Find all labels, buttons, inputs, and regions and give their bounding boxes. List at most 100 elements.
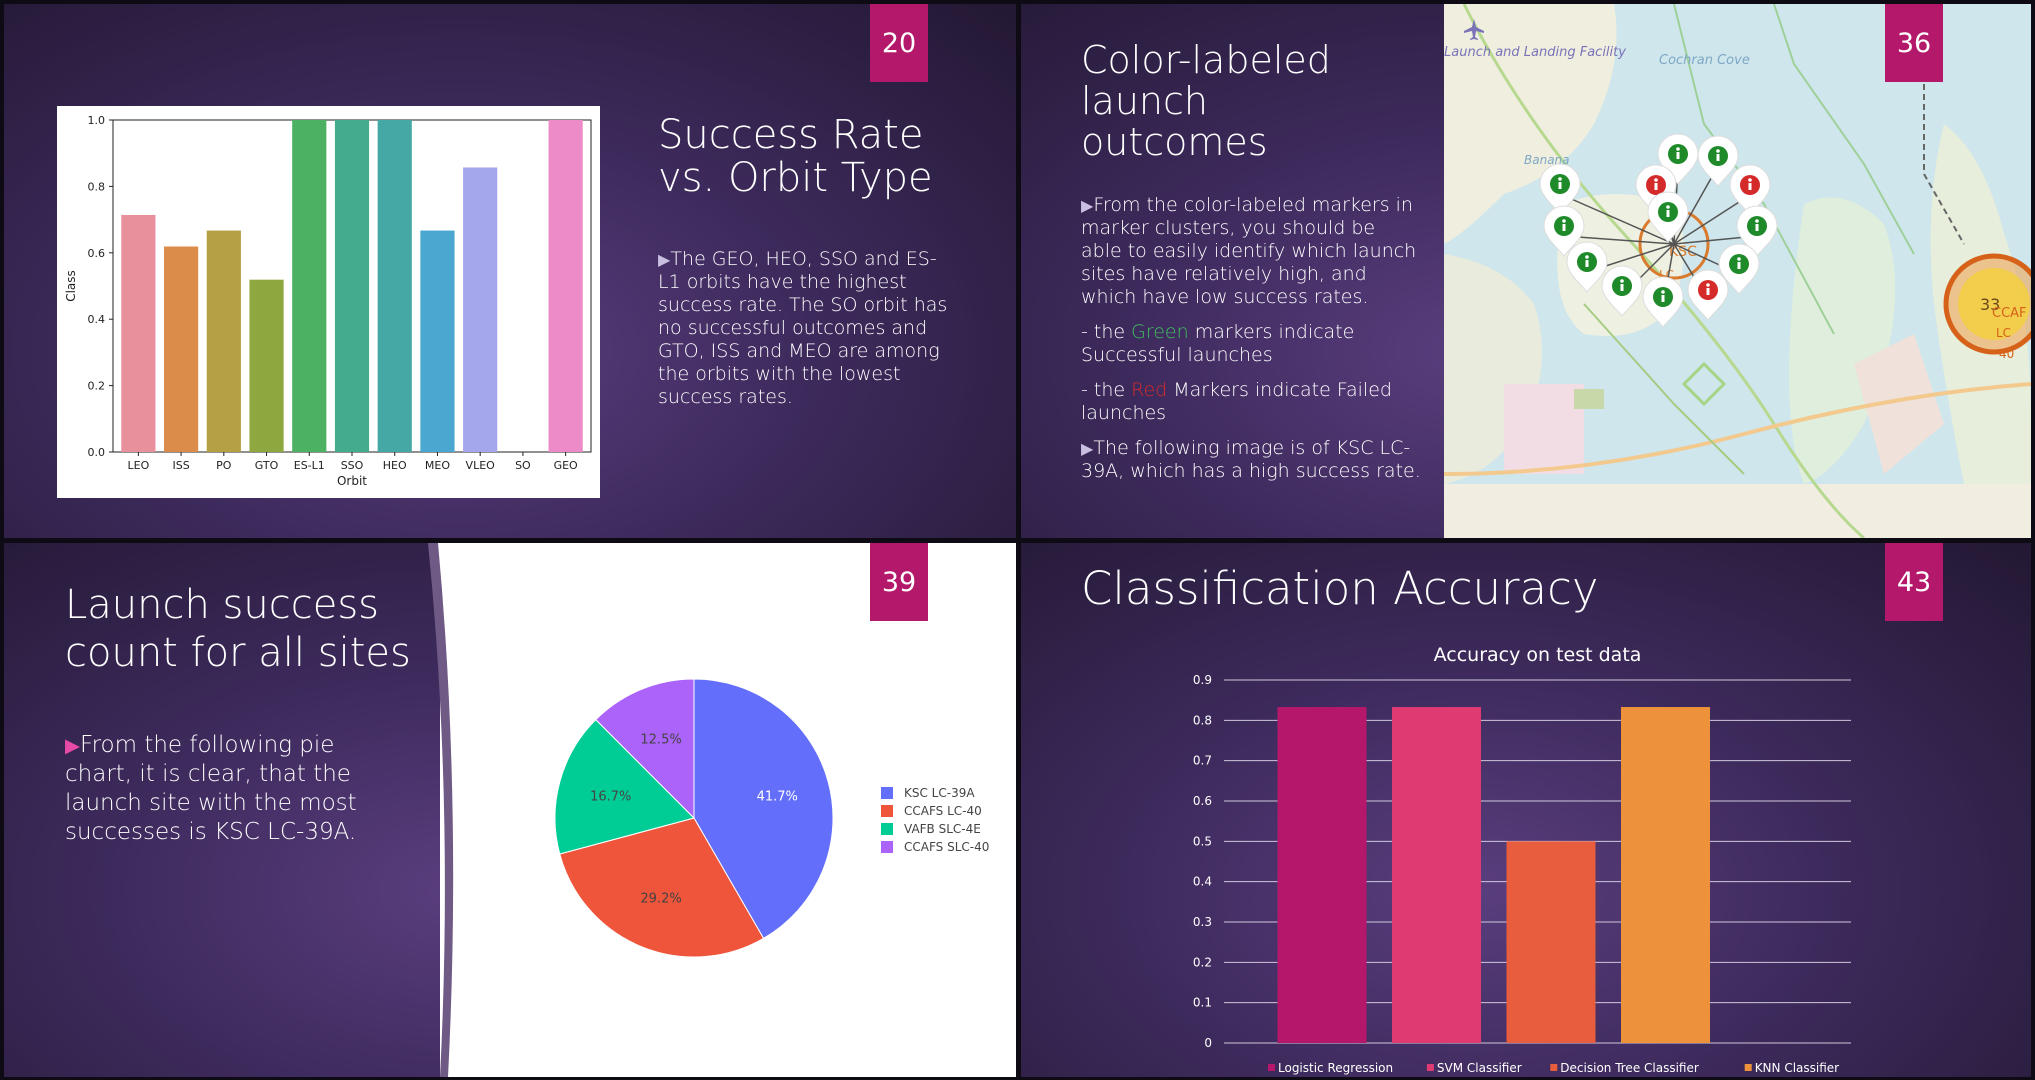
pie-slice-ccafs-slc-40[interactable] (595, 678, 695, 820)
map-label-facility: Launch and Landing Facility (1444, 45, 1626, 60)
x-tick-label: LEO (127, 459, 149, 472)
x-tick-label: ES-L1 (294, 459, 325, 472)
y-tick-label: 0.2 (1193, 955, 1212, 969)
x-axis-label: Orbit (337, 474, 367, 488)
success-marker-icon[interactable] (1543, 205, 1585, 257)
slide-39[interactable]: Launch success count for all sites ▶From… (4, 543, 1016, 1077)
slide-title: Classification Accuracy (1081, 562, 1599, 615)
title-line: launch (1081, 79, 1208, 123)
y-tick-label: 0.4 (1193, 875, 1212, 889)
bar-geo (548, 120, 583, 452)
legend-label: Decision Tree Classifier (1560, 1061, 1699, 1075)
legend-label: KSC LC-39A (904, 786, 975, 800)
success-marker-icon[interactable] (1697, 135, 1739, 187)
chart-title: Accuracy on test data (1434, 644, 1642, 666)
y-tick-label: 0.5 (1193, 834, 1212, 848)
failure-marker-icon[interactable] (1687, 269, 1729, 321)
pie-slice-vafb-slc-4e[interactable] (554, 718, 695, 855)
pie-slice-ccafs-lc-40[interactable] (559, 817, 765, 958)
paragraph-text: From the color-labeled markers in marker… (1081, 194, 1417, 308)
success-marker-icon[interactable] (1601, 265, 1643, 317)
title-line: count for all sites (65, 630, 411, 676)
y-tick-label: 0 (1204, 1036, 1212, 1050)
map-svg: Launch and Landing Facility Cochran Cove… (1444, 4, 2031, 538)
green-word: Green (1131, 321, 1189, 343)
success-marker-icon[interactable] (1642, 276, 1684, 328)
launch-site-map: Launch and Landing Facility Cochran Cove… (1444, 4, 2031, 538)
y-tick-label: 0.6 (88, 247, 106, 260)
pie-value-label: 16.7% (590, 790, 631, 805)
cluster-marker-33[interactable]: 33 CCAF LC 40 (1943, 253, 2031, 361)
paragraph-text: Markers indicate Failed launches (1081, 379, 1392, 424)
failure-marker-icon[interactable] (1729, 164, 1771, 216)
cluster-label-ccaf: CCAF (1992, 306, 2027, 321)
legend-swatch (1426, 1064, 1434, 1071)
slide-title: Success Rate vs. Orbit Type (658, 112, 933, 202)
paragraph-1: ▶From the color-labeled markers in marke… (1081, 194, 1421, 309)
x-tick-label: GEO (554, 459, 578, 472)
success-marker-icon[interactable] (1718, 243, 1760, 295)
legend-swatch (1744, 1064, 1752, 1071)
bar-es-l1 (292, 120, 327, 452)
spider-leg (1673, 165, 1719, 245)
success-marker-icon[interactable] (1539, 163, 1581, 215)
pie-value-label: 12.5% (640, 732, 681, 747)
airport-icon (1464, 19, 1484, 40)
slide-bullet: ▶The GEO, HEO, SSO and ES-L1 orbits have… (658, 248, 958, 409)
bar-iss (164, 246, 199, 452)
pie-value-label: 29.2% (640, 892, 681, 907)
legend-swatch (1268, 1064, 1275, 1071)
slide-title: Color-labeled launch outcomes (1081, 40, 1411, 163)
cluster-count: 33 (1980, 295, 2000, 314)
paragraph-3: - the Red Markers indicate Failed launch… (1081, 379, 1421, 425)
map-label-cove: Cochran Cove (1659, 53, 1750, 68)
spider-leg (1673, 194, 1751, 245)
y-tick-label: 0.4 (88, 313, 106, 326)
legend-swatch (1550, 1064, 1558, 1071)
slide-number-badge: 39 (870, 543, 928, 621)
legend-swatch (881, 787, 893, 799)
legend-label: CCAFS SLC-40 (904, 840, 989, 854)
map-label-banana: Banana (1524, 153, 1570, 167)
cluster-label-40: 40 (1999, 347, 2014, 361)
pie-slice-ksc-lc-39a[interactable] (693, 678, 834, 940)
slide-20[interactable]: 20 0.0 0.2 0.4 0.6 0.8 1.0 LEO ISS PO GTO ES-L1 SSO… (4, 4, 1016, 538)
paragraph-text: - the (1081, 379, 1132, 401)
paragraph-text: The following image is of KSC LC-39A, wh… (1081, 437, 1421, 482)
paragraph-4: ▶The following image is of KSC LC-39A, w… (1081, 437, 1421, 483)
bullet-arrow-icon: ▶ (1081, 196, 1094, 215)
x-tick-label: GTO (255, 459, 279, 472)
success-marker-icon[interactable] (1736, 205, 1778, 257)
y-tick-label: 0.9 (1193, 673, 1212, 687)
legend-label: KNN Classifier (1755, 1061, 1839, 1075)
y-axis-label: Class (64, 270, 78, 302)
paragraph-text: - the (1081, 321, 1132, 343)
slide-body: ▶From the color-labeled markers in marke… (1081, 194, 1421, 495)
decorative-curve (428, 543, 474, 1077)
slide-43[interactable]: Classification Accuracy Accuracy on test… (1021, 543, 2031, 1077)
y-tick-label: 0.7 (1193, 754, 1212, 768)
success-marker-icon[interactable] (1647, 191, 1689, 243)
x-tick-label: SSO (341, 459, 364, 472)
x-tick-label: ISS (172, 459, 189, 472)
launch-success-pie-chart: 41.7% 29.2% 16.7% 12.5% KSC LC-39A CCAFS LC-4… (554, 678, 989, 958)
y-tick-label: 0.8 (1193, 713, 1212, 727)
legend-label: SVM Classifier (1437, 1061, 1522, 1075)
bar-knn-classifier (1621, 707, 1710, 1043)
title-line: Launch success (65, 582, 380, 628)
paragraph-text: markers indicate Successful launches (1081, 321, 1355, 366)
bar-leo (121, 214, 156, 452)
legend-swatch (881, 805, 893, 817)
slide-number-badge: 36 (1885, 4, 1943, 82)
cluster-label-lc2: LC (1996, 326, 2011, 340)
bar-decision-tree-classifier (1506, 841, 1596, 1043)
x-tick-label: PO (216, 459, 232, 472)
success-marker-icon[interactable] (1566, 241, 1608, 293)
red-word: Red (1131, 379, 1168, 401)
legend-label: Logistic Regression (1278, 1061, 1393, 1075)
bullet-text: The GEO, HEO, SSO and ES-L1 orbits have … (658, 248, 948, 408)
slide-number-badge: 20 (870, 4, 928, 82)
bar-sso (334, 120, 370, 452)
x-tick-label: HEO (383, 459, 407, 472)
spider-leg (1563, 235, 1675, 245)
